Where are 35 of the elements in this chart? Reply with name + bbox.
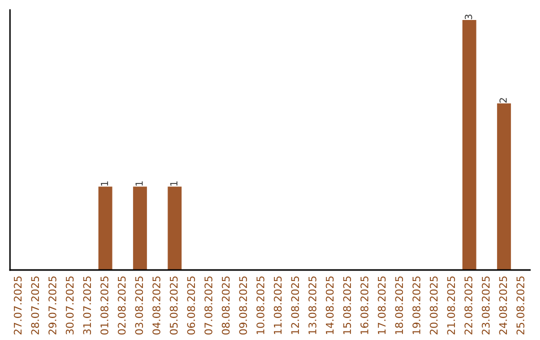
x-tick-label: 31.07.2025 bbox=[83, 276, 92, 334]
x-tick-label: 17.08.2025 bbox=[378, 276, 386, 334]
data-label: 1 bbox=[136, 181, 143, 186]
x-tick-label: 13.08.2025 bbox=[308, 276, 316, 334]
x-tick-label: 14.08.2025 bbox=[326, 276, 334, 334]
x-tick-label: 06.08.2025 bbox=[187, 276, 196, 335]
x-tick-label: 23.08.2025 bbox=[482, 276, 490, 334]
x-tick-label: 28.07.2025 bbox=[31, 276, 40, 334]
x-tick-label: 07.08.2025 bbox=[204, 276, 212, 335]
x-tick-label: 21.08.2025 bbox=[447, 276, 456, 334]
x-tick-label: 20.08.2025 bbox=[430, 276, 438, 334]
x-tick-label: 29.07.2025 bbox=[48, 276, 56, 334]
data-label: 2 bbox=[499, 98, 507, 103]
x-tick-label: 27.07.2025 bbox=[14, 276, 22, 334]
x-tick-label: 09.08.2025 bbox=[239, 276, 248, 335]
data-label: 3 bbox=[464, 14, 472, 20]
x-tick-label: 01.08.2025 bbox=[100, 276, 108, 335]
x-tick-label: 12.08.2025 bbox=[291, 276, 300, 334]
x-tick-label: 16.08.2025 bbox=[360, 276, 368, 334]
x-tick-label: 18.08.2025 bbox=[395, 276, 404, 334]
x-tick-label: 24.08.2025 bbox=[499, 276, 508, 334]
data-label: 1 bbox=[170, 181, 178, 186]
x-tick-label: 10.08.2025 bbox=[256, 276, 264, 334]
x-tick-label: 08.08.2025 bbox=[222, 276, 230, 335]
x-tick-label: 11.08.2025 bbox=[274, 276, 282, 334]
x-tick-label: 15.08.2025 bbox=[343, 276, 352, 334]
x-tick-label: 25.08.2025 bbox=[516, 276, 524, 334]
data-label: 1 bbox=[100, 181, 108, 186]
x-tick-label: 02.08.2025 bbox=[118, 276, 126, 335]
x-tick-label: 03.08.2025 bbox=[135, 276, 144, 335]
x-tick-label: 30.07.2025 bbox=[66, 276, 74, 334]
x-tick-label: 04.08.2025 bbox=[152, 276, 160, 335]
x-tick-label: 22.08.2025 bbox=[464, 276, 472, 334]
x-tick-label: 05.08.2025 bbox=[170, 276, 178, 335]
x-tick-label: 19.08.2025 bbox=[412, 276, 420, 334]
